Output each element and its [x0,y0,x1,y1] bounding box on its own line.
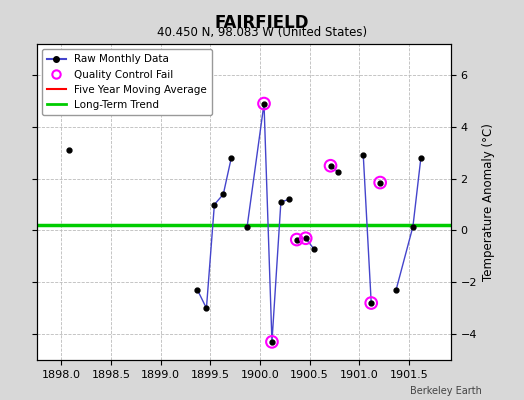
Point [292,236,301,243]
Point [367,300,375,306]
Point [301,235,310,242]
Point [268,339,276,345]
Legend: Raw Monthly Data, Quality Control Fail, Five Year Moving Average, Long-Term Tren: Raw Monthly Data, Quality Control Fail, … [42,49,212,115]
Point [326,162,335,169]
Point [376,179,384,186]
Text: Berkeley Earth: Berkeley Earth [410,386,482,396]
Y-axis label: Temperature Anomaly (°C): Temperature Anomaly (°C) [483,123,495,281]
Text: 40.450 N, 98.083 W (United States): 40.450 N, 98.083 W (United States) [157,26,367,39]
Point [260,100,268,107]
Text: FAIRFIELD: FAIRFIELD [215,14,309,32]
